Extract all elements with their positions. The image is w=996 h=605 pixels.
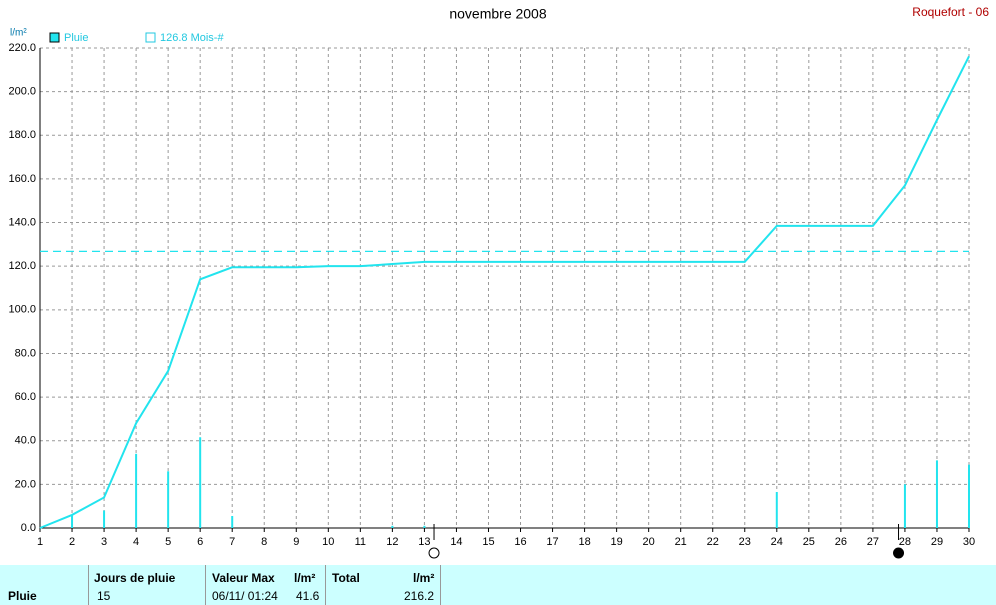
- y-tick-label: 20.0: [15, 478, 36, 490]
- chart-title: novembre 2008: [449, 6, 547, 22]
- y-tick-label: 60.0: [15, 391, 36, 403]
- cumulative-line: [39, 55, 970, 529]
- x-tick-label: 3: [101, 536, 107, 548]
- y-tick-label: 100.0: [8, 304, 36, 316]
- y-tick-label: 180.0: [8, 129, 36, 141]
- bar: [423, 525, 426, 528]
- legend-swatch: [145, 32, 156, 43]
- x-tick-label: 21: [675, 536, 687, 548]
- chart: novembre 2008 Roquefort - 06 l/m² Pluie …: [8, 5, 989, 559]
- y-tick-label: 220.0: [8, 42, 36, 54]
- header: Valeur Max: [212, 571, 275, 585]
- x-tick-label: 15: [482, 536, 494, 548]
- separator: [88, 565, 89, 605]
- y-axis-label: l/m²: [10, 28, 27, 39]
- y-tick-label: 80.0: [15, 347, 36, 359]
- x-tick-label: 26: [835, 536, 847, 548]
- x-tick-label: 1: [37, 536, 43, 548]
- separator: [205, 565, 206, 605]
- station-label: Roquefort - 06: [912, 5, 989, 19]
- cell: 216.2: [403, 589, 434, 603]
- summary-table: Pluie Jours de pluie 15 Valeur Max 06/11…: [0, 565, 996, 605]
- bar: [968, 464, 970, 528]
- cell: 41.6: [296, 589, 320, 603]
- bar: [935, 460, 938, 528]
- x-tick-label: 22: [707, 536, 719, 548]
- x-tick-label: 7: [229, 536, 235, 548]
- bar: [775, 492, 778, 528]
- x-tick-label: 24: [771, 536, 783, 548]
- x-tick-label: 2: [69, 536, 75, 548]
- separator: [440, 565, 441, 605]
- x-tick-label: 28: [899, 536, 911, 548]
- moon-full: [428, 547, 440, 559]
- x-tick-label: 8: [261, 536, 267, 548]
- y-tick-label: 120.0: [8, 260, 36, 272]
- x-tick-label: 20: [643, 536, 655, 548]
- x-tick-label: 12: [386, 536, 398, 548]
- header: l/m²: [294, 571, 316, 585]
- x-tick-label: 27: [867, 536, 879, 548]
- header: Jours de pluie: [94, 571, 176, 585]
- bar: [903, 484, 906, 528]
- bar: [231, 516, 234, 528]
- x-tick-label: 9: [293, 536, 299, 548]
- y-tick-label: 40.0: [15, 435, 36, 447]
- x-tick-label: 11: [355, 536, 366, 548]
- x-tick-label: 23: [739, 536, 751, 548]
- legend-label: Pluie: [64, 32, 88, 44]
- x-tick-label: 5: [165, 536, 171, 548]
- x-tick-label: 19: [610, 536, 622, 548]
- x-tick-label: 4: [133, 536, 139, 548]
- cell: 15: [97, 589, 111, 603]
- x-tick-label: 18: [578, 536, 590, 548]
- header: l/m²: [413, 571, 435, 585]
- x-tick-label: 13: [418, 536, 430, 548]
- separator: [325, 565, 326, 605]
- x-tick-label: 29: [931, 536, 943, 548]
- x-tick-label: 30: [963, 536, 975, 548]
- cell: 06/11/ 01:24: [212, 589, 278, 603]
- bar: [71, 514, 74, 528]
- y-tick-label: 160.0: [8, 173, 36, 185]
- bar: [103, 510, 106, 528]
- bar: [199, 437, 202, 528]
- moon-new: [893, 547, 905, 559]
- x-tick-label: 14: [450, 536, 462, 548]
- bar: [391, 525, 394, 528]
- row-label: Pluie: [8, 589, 37, 603]
- x-tick-label: 16: [514, 536, 526, 548]
- legend-swatch: [49, 32, 60, 43]
- x-tick-label: 17: [546, 536, 558, 548]
- y-tick-label: 140.0: [8, 216, 36, 228]
- x-tick-label: 10: [322, 536, 334, 548]
- y-tick-label: 200.0: [8, 86, 36, 98]
- y-tick-label: 0.0: [21, 522, 36, 534]
- bar: [135, 453, 138, 528]
- bar: [167, 471, 170, 528]
- x-tick-label: 6: [197, 536, 203, 548]
- x-tick-label: 25: [803, 536, 815, 548]
- header: Total: [332, 571, 360, 585]
- legend-label: 126.8 Mois-#: [160, 32, 224, 44]
